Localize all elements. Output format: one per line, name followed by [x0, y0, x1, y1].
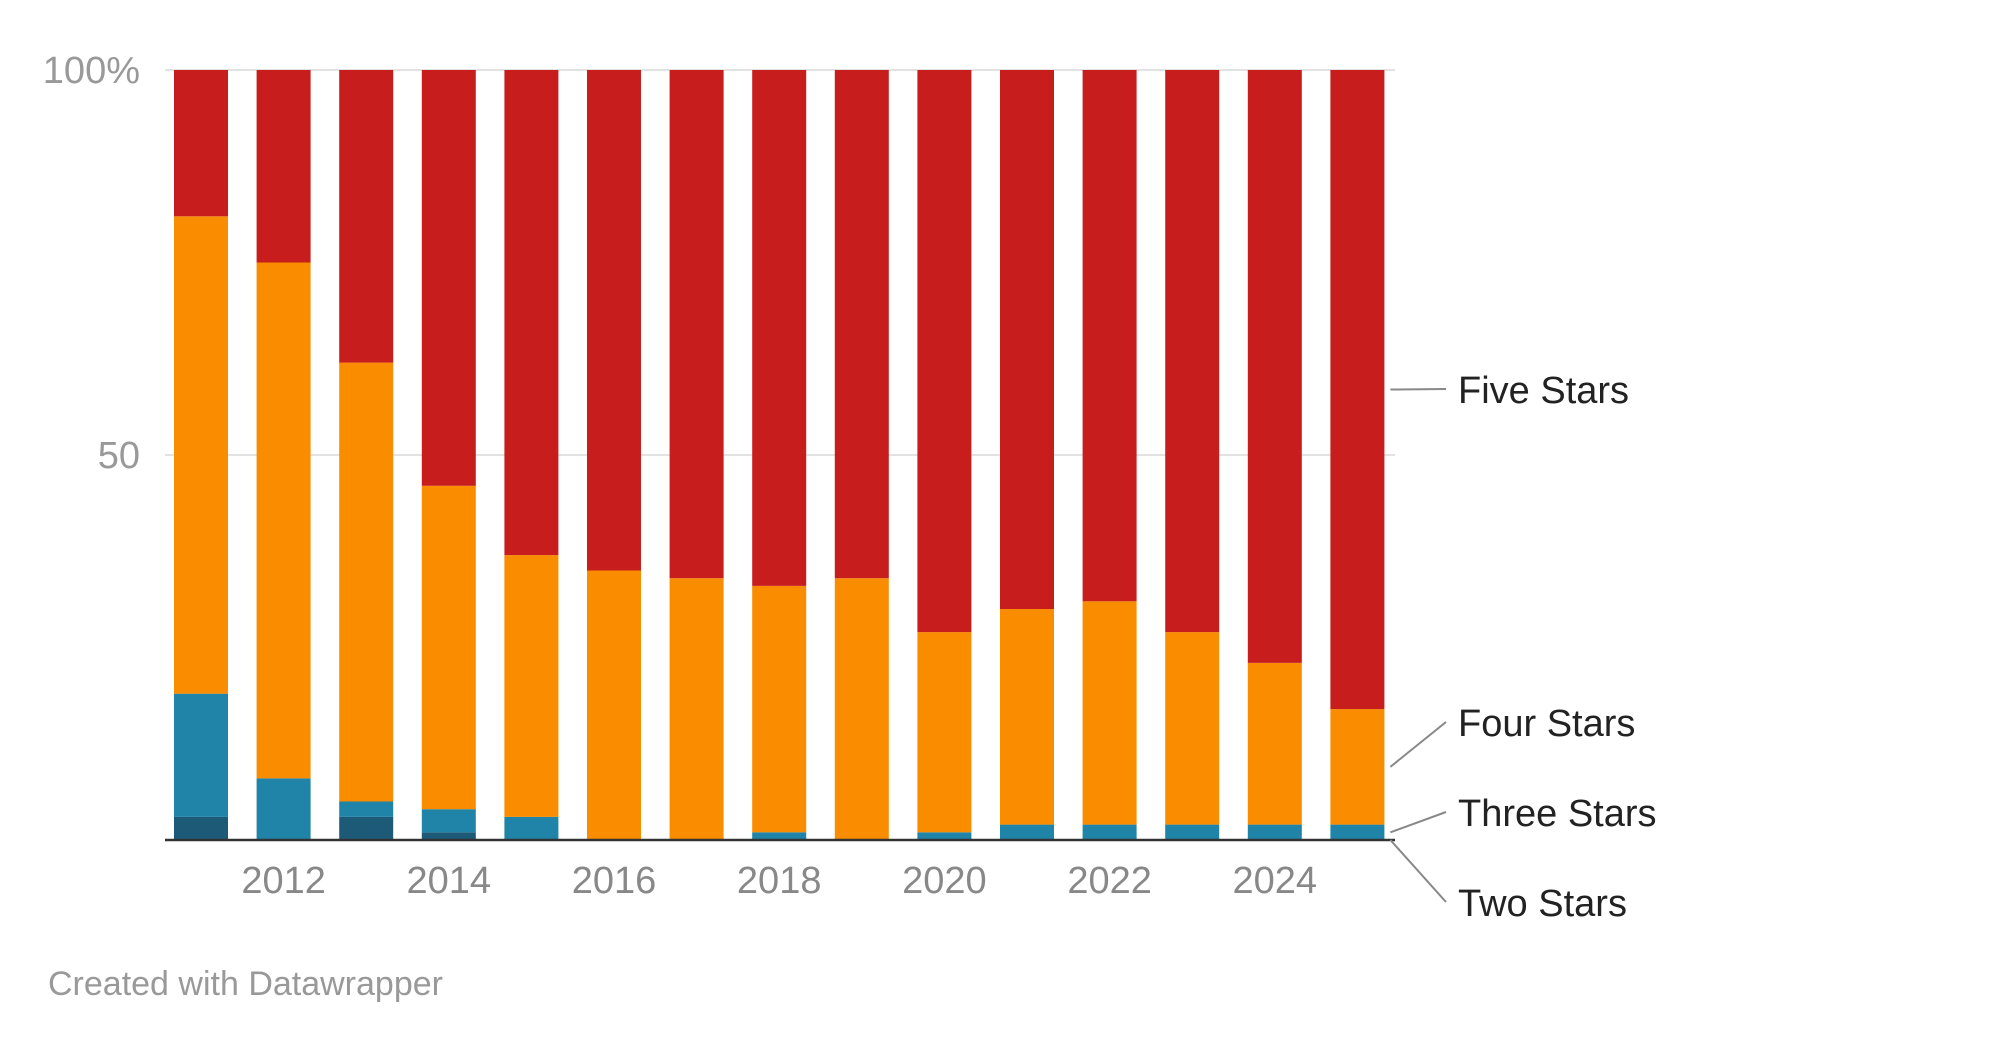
bar-segment-three-stars-2015 — [504, 816, 559, 840]
bar-segment-three-stars-2022 — [1082, 824, 1137, 840]
bar-segment-three-stars-2021 — [1000, 824, 1054, 840]
bar-segment-four-stars-2025 — [1330, 709, 1385, 825]
x-tick-label: 2020 — [902, 860, 987, 902]
bar-segment-four-stars-2017 — [669, 578, 724, 840]
bar-segment-three-stars-2023 — [1165, 824, 1220, 840]
bar-segment-five-stars-2024 — [1247, 70, 1302, 663]
bar-segment-three-stars-2025 — [1330, 824, 1385, 840]
bar-segment-four-stars-2022 — [1082, 601, 1137, 825]
bar-segment-four-stars-2014 — [421, 485, 476, 810]
credit-text: Created with Datawrapper — [48, 965, 443, 1003]
bar-segment-five-stars-2015 — [504, 70, 559, 556]
y-tick-label: 100% — [43, 50, 140, 92]
bar-segment-five-stars-2016 — [587, 70, 641, 571]
bar-segment-three-stars-2013 — [339, 801, 394, 817]
legend-label-two-stars: Two Stars — [1458, 883, 1627, 925]
bar-segment-four-stars-2018 — [752, 585, 807, 833]
bar-segment-five-stars-2020 — [917, 70, 972, 633]
bar-segment-four-stars-2019 — [834, 578, 889, 840]
bar-segment-five-stars-2014 — [421, 70, 476, 486]
bar-segment-four-stars-2011 — [174, 216, 228, 694]
y-tick-label: 50 — [98, 435, 140, 477]
bar-segment-five-stars-2025 — [1330, 70, 1385, 710]
bar-segment-four-stars-2016 — [587, 570, 641, 840]
bar-segment-five-stars-2021 — [1000, 70, 1054, 609]
legend-leader-line — [1390, 811, 1447, 834]
x-tick-label: 2022 — [1067, 860, 1152, 902]
x-tick-label: 2012 — [241, 860, 326, 902]
bar-segment-three-stars-2020 — [917, 832, 972, 840]
bar-segment-five-stars-2023 — [1165, 70, 1220, 633]
bar-segment-three-stars-2011 — [174, 693, 228, 817]
bar-segment-five-stars-2011 — [174, 70, 228, 217]
x-tick-label: 2024 — [1233, 860, 1318, 902]
x-tick-label: 2016 — [572, 860, 657, 902]
bar-segment-five-stars-2019 — [834, 70, 889, 579]
bar-segment-three-stars-2014 — [421, 809, 476, 833]
bar-segment-five-stars-2017 — [669, 70, 724, 579]
bar-segment-four-stars-2015 — [504, 555, 559, 817]
bar-segment-two-stars-2011 — [174, 816, 228, 840]
bar-segment-five-stars-2013 — [339, 70, 394, 363]
bar-segment-three-stars-2012 — [256, 778, 311, 840]
bar-segment-four-stars-2021 — [1000, 609, 1054, 825]
bar-segment-four-stars-2023 — [1165, 632, 1220, 825]
legend-leader-line — [1389, 839, 1447, 903]
bar-segment-two-stars-2014 — [421, 832, 476, 840]
legend-leader-line — [1389, 721, 1447, 768]
bar-segment-four-stars-2024 — [1247, 662, 1302, 825]
bar-segment-four-stars-2020 — [917, 632, 972, 833]
bar-segment-four-stars-2012 — [256, 262, 311, 779]
bar-segment-five-stars-2018 — [752, 70, 807, 586]
bar-segment-five-stars-2012 — [256, 70, 311, 263]
legend-label-four-stars: Four Stars — [1458, 703, 1635, 745]
bar-segment-three-stars-2018 — [752, 832, 807, 840]
bar-segment-five-stars-2022 — [1082, 70, 1137, 602]
legend-label-three-stars: Three Stars — [1458, 793, 1657, 835]
bar-segment-four-stars-2013 — [339, 362, 394, 802]
legend-leader-line — [1390, 388, 1447, 391]
x-tick-label: 2014 — [407, 860, 492, 902]
legend-label-five-stars: Five Stars — [1458, 370, 1629, 412]
bar-segment-two-stars-2013 — [339, 816, 394, 840]
x-tick-label: 2018 — [737, 860, 822, 902]
bar-segment-three-stars-2024 — [1247, 824, 1302, 840]
